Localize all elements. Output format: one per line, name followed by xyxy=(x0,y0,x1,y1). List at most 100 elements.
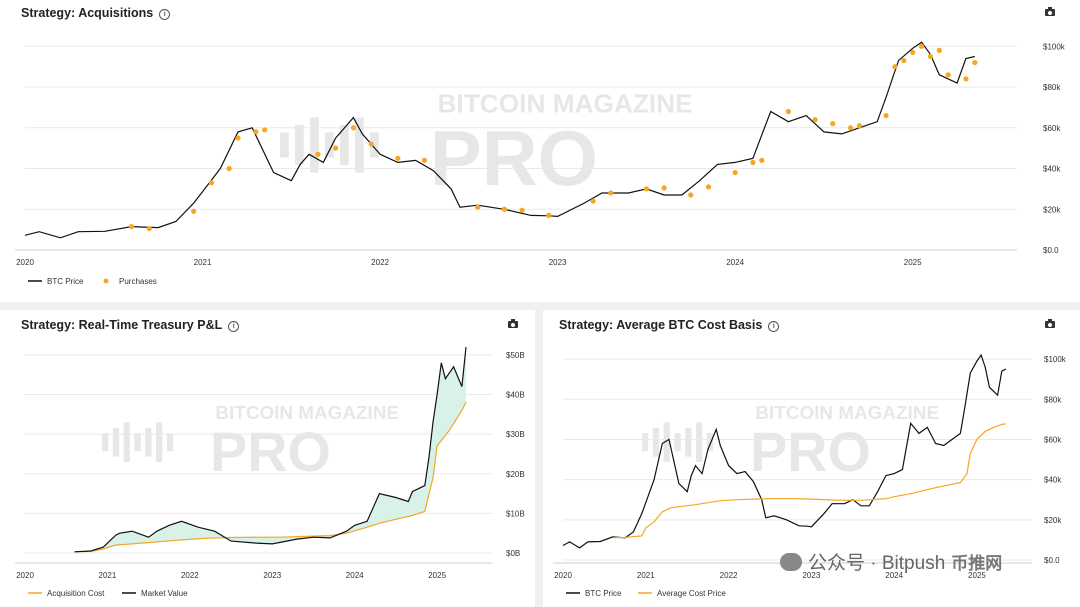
x-tick-label: 2025 xyxy=(904,258,922,267)
x-tick-label: 2022 xyxy=(371,258,389,267)
x-tick-label: 2023 xyxy=(549,258,567,267)
purchase-dot xyxy=(945,72,951,78)
purchase-dot xyxy=(785,108,792,115)
purchase-dot xyxy=(235,135,241,141)
cost-basis-title-text: Strategy: Average BTC Cost Basis xyxy=(559,318,763,332)
x-tick-label: 2024 xyxy=(726,258,744,267)
market-value-line xyxy=(74,346,467,553)
legend-marker xyxy=(103,278,109,284)
watermark-bar xyxy=(156,422,163,462)
y-tick-label: $60k xyxy=(1043,124,1061,133)
acquisitions-title: Strategy: Acquisitions i xyxy=(21,6,171,20)
acquisitions-title-text: Strategy: Acquisitions xyxy=(21,6,154,20)
purchase-dot xyxy=(847,125,854,131)
purchase-dot xyxy=(475,204,481,210)
purchase-dot xyxy=(688,192,694,198)
watermark-line1: BITCOIN MAGAZINE xyxy=(438,89,693,119)
purchase-dot xyxy=(856,123,863,129)
wechat-icon xyxy=(780,553,802,571)
info-icon[interactable]: i xyxy=(228,321,240,332)
overlay-mark: 币推网 xyxy=(951,554,1003,573)
y-tick-label: $20k xyxy=(1043,205,1061,214)
x-tick-label: 2021 xyxy=(99,571,117,580)
watermark-bar xyxy=(166,433,174,452)
y-tick-label: $60k xyxy=(1044,435,1062,444)
vertical-separator xyxy=(535,310,543,607)
watermark-bar xyxy=(685,427,692,457)
watermark-bar xyxy=(663,422,670,462)
purchase-dot xyxy=(421,157,428,163)
camera-icon[interactable] xyxy=(1045,319,1055,328)
watermark-line2: PRO xyxy=(750,420,871,483)
y-tick-label: $80k xyxy=(1044,395,1062,404)
legend-label: BTC Price xyxy=(47,277,84,286)
purchase-dot xyxy=(590,198,596,204)
watermark-line2: PRO xyxy=(210,420,331,483)
purchase-dot xyxy=(927,53,934,60)
y-tick-label: $0B xyxy=(506,549,520,558)
purchase-dot xyxy=(546,212,552,218)
purchase-dot xyxy=(333,145,339,151)
purchase-dot xyxy=(892,64,898,70)
purchase-dot xyxy=(812,117,818,123)
treasury-pnl-title: Strategy: Real-Time Treasury P&L i xyxy=(21,318,240,332)
cost-basis-title: Strategy: Average BTC Cost Basis i xyxy=(559,318,780,332)
acquisition-cost-line xyxy=(74,402,467,553)
camera-icon[interactable] xyxy=(1045,7,1055,16)
x-tick-label: 2020 xyxy=(16,258,34,267)
purchase-dot xyxy=(883,112,889,119)
watermark-bar xyxy=(674,433,681,452)
y-tick-label: $40k xyxy=(1043,165,1061,174)
x-tick-label: 2024 xyxy=(885,571,903,580)
x-tick-label: 2021 xyxy=(194,258,212,267)
y-tick-label: $20B xyxy=(506,470,525,479)
purchase-dot xyxy=(128,223,135,230)
watermark-bar xyxy=(652,427,660,457)
watermark-bar xyxy=(295,125,304,165)
x-tick-label: 2025 xyxy=(968,571,986,580)
x-tick-label: 2024 xyxy=(346,571,364,580)
info-icon[interactable]: i xyxy=(768,321,780,332)
x-tick-label: 2023 xyxy=(263,571,281,580)
watermark-bar xyxy=(696,422,703,462)
watermark-bar xyxy=(280,132,289,158)
watermark-bar xyxy=(134,433,141,452)
y-tick-label: $30B xyxy=(506,430,525,439)
purchase-dot xyxy=(732,169,738,176)
info-icon[interactable]: i xyxy=(159,9,171,20)
y-tick-label: $80k xyxy=(1043,83,1061,92)
purchase-dot xyxy=(910,49,916,56)
wechat-overlay: 公众号 · Bitpush 币推网 xyxy=(780,548,1002,575)
purchase-dot xyxy=(146,226,152,232)
x-tick-label: 2023 xyxy=(802,571,820,580)
purchase-dot xyxy=(226,165,232,172)
watermark-bar xyxy=(310,117,319,173)
purchase-dot xyxy=(395,155,401,161)
watermark-bar xyxy=(101,433,109,452)
y-tick-label: $100k xyxy=(1044,355,1067,364)
overlay-text: 公众号 · Bitpush xyxy=(808,553,946,574)
y-tick-label: $0.0 xyxy=(1043,246,1059,255)
watermark-line2: PRO xyxy=(430,116,598,202)
watermark-bar xyxy=(112,427,120,457)
legend-label: BTC Price xyxy=(585,589,622,598)
btc-price-line xyxy=(562,353,1007,549)
x-tick-label: 2020 xyxy=(554,571,572,580)
purchase-dot xyxy=(350,125,357,131)
watermark-bar xyxy=(642,433,649,452)
purchase-dot xyxy=(253,129,259,135)
watermark-line1: BITCOIN MAGAZINE xyxy=(215,403,399,424)
camera-icon[interactable] xyxy=(508,319,518,328)
y-tick-label: $0.0 xyxy=(1044,556,1060,565)
y-tick-label: $40k xyxy=(1044,476,1062,485)
purchase-dot xyxy=(262,127,268,133)
x-tick-label: 2025 xyxy=(428,571,446,580)
purchase-dot xyxy=(918,43,925,49)
watermark-bar xyxy=(340,125,349,165)
purchase-dot xyxy=(208,180,215,186)
legend-label: Acquisition Cost xyxy=(47,589,105,598)
watermark-bar xyxy=(123,422,130,462)
purchase-dot xyxy=(830,121,836,127)
y-tick-label: $50B xyxy=(506,351,525,360)
horizontal-separator xyxy=(0,302,1080,310)
